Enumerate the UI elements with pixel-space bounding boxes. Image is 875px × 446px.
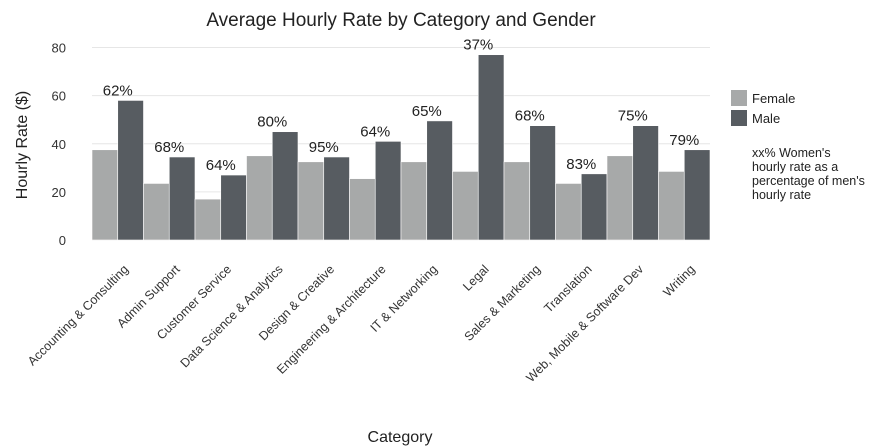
bar-female <box>194 198 222 241</box>
percentage-label: 83% <box>566 156 596 173</box>
bar-male <box>529 125 556 241</box>
bar-female <box>297 161 325 241</box>
y-axis-title: Hourly Rate ($) <box>14 91 31 199</box>
x-axis-title: Category <box>368 429 433 446</box>
bar-male <box>632 125 659 241</box>
legend-swatch-female <box>731 90 747 106</box>
bar-male <box>426 120 453 241</box>
note-line: hourly rate <box>752 188 811 202</box>
chart-title: Average Hourly Rate by Category and Gend… <box>206 10 596 31</box>
bar-female <box>658 171 685 241</box>
note-line: xx% Women's <box>752 146 831 160</box>
x-tick-label: Translation <box>541 262 594 315</box>
x-tick-label: Accounting & Consulting <box>25 262 131 368</box>
legend-label: Male <box>752 111 780 126</box>
bar-female <box>91 149 119 241</box>
percentage-label: 80% <box>257 114 287 131</box>
bar-male <box>580 173 608 241</box>
bar-male <box>220 174 247 241</box>
y-axis-ticks: 0 20 40 60 80 <box>52 41 66 249</box>
bar-female <box>606 155 634 241</box>
bar-female <box>143 183 170 241</box>
bar-female <box>349 178 376 241</box>
bar-female <box>246 155 273 241</box>
bar-male <box>117 100 144 241</box>
legend: Female Male <box>731 90 795 126</box>
y-tick-label: 80 <box>52 41 66 56</box>
percentage-label: 64% <box>206 157 236 174</box>
percentage-label: 37% <box>463 37 493 54</box>
bar-male <box>374 141 402 241</box>
bars <box>91 54 711 241</box>
bar-male <box>271 131 299 241</box>
note-line: percentage of men's <box>752 174 865 188</box>
y-tick-label: 40 <box>52 137 66 152</box>
y-tick-label: 0 <box>59 233 66 248</box>
percentage-label: 62% <box>103 82 133 99</box>
x-tick-label: Legal <box>460 262 492 294</box>
percentage-label: 79% <box>669 132 699 149</box>
percentage-label: 75% <box>618 108 648 125</box>
legend-swatch-male <box>731 110 747 126</box>
bar-female <box>452 171 479 241</box>
y-tick-label: 60 <box>52 89 66 104</box>
x-tick-label: Engineering & Architecture <box>274 262 389 377</box>
percentage-label: 65% <box>412 103 442 120</box>
x-tick-label: Writing <box>660 262 697 299</box>
percentage-label: 68% <box>515 108 545 125</box>
bar-female <box>555 183 582 241</box>
bar-female <box>503 161 531 241</box>
bar-male <box>683 149 711 241</box>
x-tick-label: Data Science & Analytics <box>178 262 286 370</box>
bar-male <box>477 54 505 241</box>
bar-male <box>168 156 196 241</box>
percentage-label: 64% <box>360 123 390 140</box>
note-line: hourly rate as a <box>752 160 838 174</box>
bar-female <box>400 161 428 241</box>
y-tick-label: 20 <box>52 185 66 200</box>
legend-label: Female <box>752 91 795 106</box>
bar-male <box>323 156 350 241</box>
percentage-label: 95% <box>309 139 339 156</box>
percentage-label: 68% <box>154 139 184 156</box>
percentage-labels: 62% 68% 64% 80% 95% 64% 65% 37% 68% 83% 75% 79% <box>103 37 700 174</box>
